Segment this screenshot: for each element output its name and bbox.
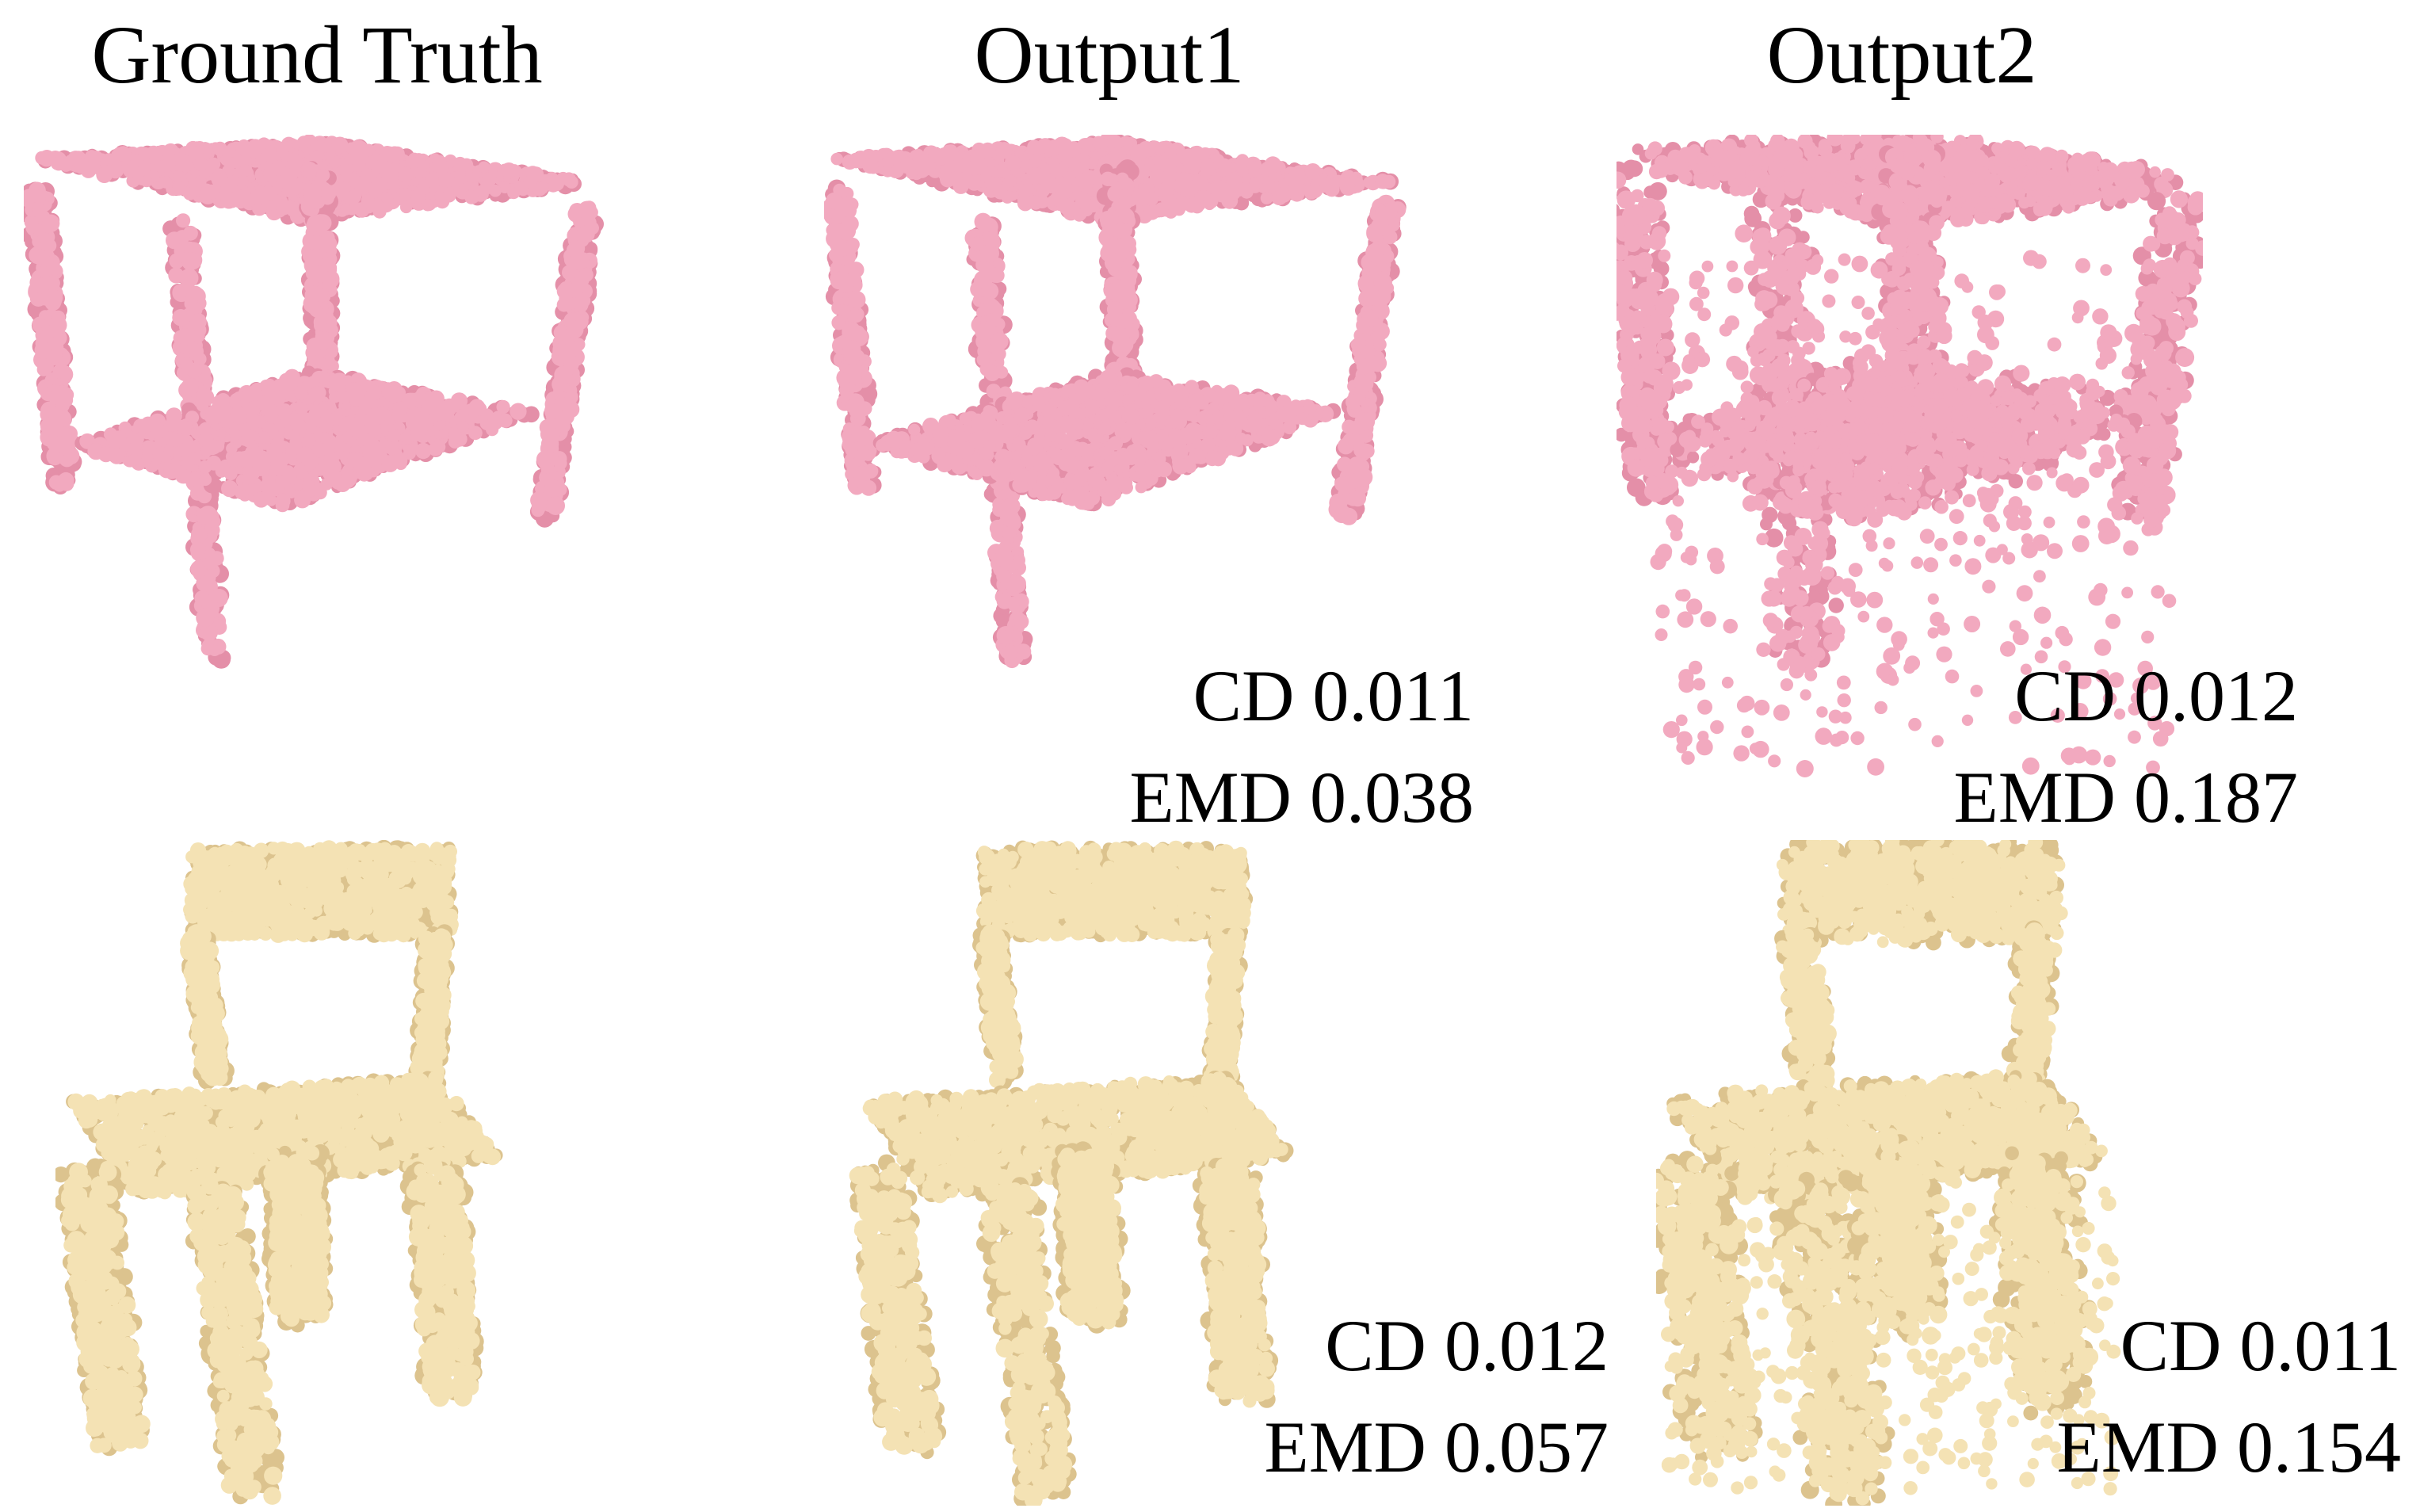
chair-output1-cd: CD 0.012 [1212,1295,1609,1396]
table-output1-emd: EMD 0.038 [1078,746,1474,848]
chair-ground-truth-figure [55,840,503,1505]
chair-output2-cd: CD 0.011 [2005,1295,2401,1396]
table-output1-pointcloud [824,135,1410,808]
chair-output1-pointcloud [848,840,1323,1506]
table-output2-figure [1617,135,2203,777]
chair-output1-figure [849,840,1294,1506]
chair-output2-pointcloud [1656,840,2132,1506]
table-output1-cd: CD 0.011 [1078,645,1474,746]
chair-output2-emd: EMD 0.154 [2005,1396,2401,1498]
chair-output1-emd: EMD 0.057 [1212,1396,1609,1498]
chair-output2-figure [1656,840,2121,1506]
table-ground-truth-figure [24,135,604,669]
chair-ground-truth-pointcloud [55,840,531,1506]
column-title-output1: Output1 [792,0,1426,111]
column-title-output2: Output2 [1585,0,2219,111]
table-output2-emd: EMD 0.187 [1902,746,2298,848]
table-output1-figure [824,135,1407,669]
table-ground-truth-pointcloud [24,135,610,808]
table-output2-cd: CD 0.012 [1902,645,2298,746]
column-title-ground-truth: Ground Truth [0,0,634,111]
table-output2-pointcloud [1617,135,2203,808]
